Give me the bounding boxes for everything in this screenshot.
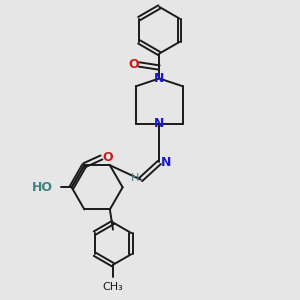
Text: HO: HO: [32, 181, 53, 194]
Text: N: N: [154, 72, 164, 85]
Text: N: N: [161, 156, 171, 169]
Text: H: H: [131, 173, 139, 183]
Text: N: N: [154, 117, 164, 130]
Text: O: O: [102, 151, 113, 164]
Text: CH₃: CH₃: [103, 282, 123, 292]
Text: O: O: [128, 58, 139, 71]
